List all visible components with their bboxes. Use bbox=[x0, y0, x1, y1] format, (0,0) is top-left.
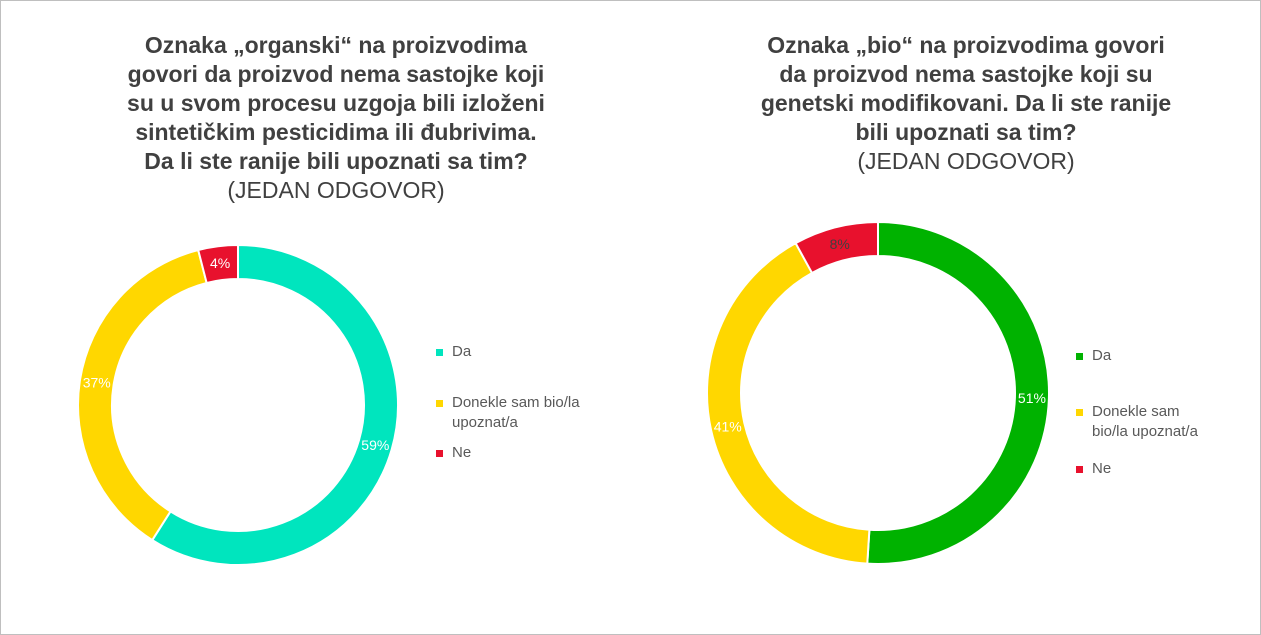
legend-swatch bbox=[436, 450, 443, 457]
title-line: sintetičkim pesticidima ili đubrivima. bbox=[135, 119, 537, 145]
chart-subtitle: (JEDAN ODGOVOR) bbox=[857, 148, 1075, 174]
chart-title-right: Oznaka „bio“ na proizvodima govori da pr… bbox=[701, 31, 1231, 176]
title-line: Oznaka „organski“ na proizvodima bbox=[144, 32, 528, 58]
data-label: 59% bbox=[361, 437, 389, 453]
legend-label: Da bbox=[1092, 346, 1111, 366]
legend-swatch bbox=[1076, 353, 1083, 360]
legend-left: Da Donekle sam bio/la upoznat/a Ne bbox=[436, 342, 636, 482]
legend-label-line: bio/la upoznat/a bbox=[1092, 423, 1198, 440]
title-line: Oznaka „bio“ na proizvodima govori bbox=[767, 32, 1165, 58]
legend-label-line: Ne bbox=[1092, 460, 1112, 477]
legend-label: Donekle sam bio/la upoznat/a bbox=[452, 393, 580, 433]
donut-slice-da bbox=[866, 220, 1050, 565]
donut-slice-da bbox=[150, 243, 399, 566]
legend-label-line: upoznat/a bbox=[452, 414, 518, 431]
title-line: bili upoznati sa tim? bbox=[855, 119, 1077, 145]
chart-title-left: Oznaka „organski“ na proizvodima govori … bbox=[71, 31, 601, 205]
legend-label: Ne bbox=[1092, 459, 1111, 479]
legend-label: Ne bbox=[452, 443, 471, 463]
legend-label-line: Donekle sam bio/la bbox=[452, 394, 580, 411]
chart-subtitle: (JEDAN ODGOVOR) bbox=[227, 177, 445, 203]
legend-swatch bbox=[436, 349, 443, 356]
title-line: Da li ste ranije bili upoznati sa tim? bbox=[144, 148, 528, 174]
donut-slice-donekle bbox=[706, 241, 871, 565]
title-line: da proizvod nema sastojke koji su bbox=[779, 61, 1153, 87]
legend-label-line: Donekle sam bbox=[1092, 403, 1180, 420]
legend-label-line: Ne bbox=[452, 444, 472, 461]
legend-swatch bbox=[1076, 409, 1083, 416]
legend-swatch bbox=[436, 400, 443, 407]
donut-slice-ne bbox=[196, 243, 239, 285]
legend-label: Donekle sam bio/la upoznat/a bbox=[1092, 402, 1198, 442]
donut-slice-ne bbox=[794, 220, 879, 275]
data-label: 4% bbox=[210, 255, 230, 271]
legend-label: Da bbox=[452, 342, 471, 362]
data-label: 41% bbox=[714, 419, 742, 435]
title-line: genetski modifikovani. Da li ste ranije bbox=[760, 90, 1172, 116]
title-line: govori da proizvod nema sastojke koji bbox=[127, 61, 545, 87]
legend-swatch bbox=[1076, 466, 1083, 473]
legend-label-line: Da bbox=[1092, 347, 1112, 364]
data-label: 37% bbox=[83, 375, 111, 391]
legend-label-line: Da bbox=[452, 343, 472, 360]
legend-right: Da Donekle sam bio/la upoznat/a Ne bbox=[1076, 346, 1256, 486]
data-label: 8% bbox=[830, 236, 850, 252]
data-label: 51% bbox=[1018, 390, 1046, 406]
title-line: su u svom procesu uzgoja bili izloženi bbox=[127, 90, 545, 116]
